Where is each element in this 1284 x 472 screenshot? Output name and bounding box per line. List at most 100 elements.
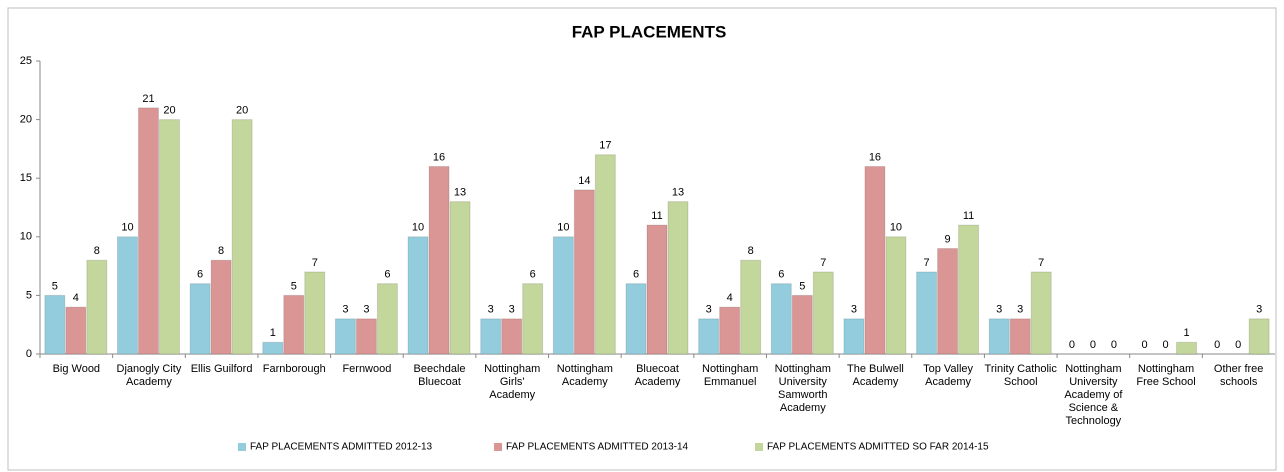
bar [1176,341,1198,355]
bar [334,318,356,355]
value-label: 7 [1038,257,1044,269]
value-label: 10 [890,222,902,234]
value-label: 13 [672,187,684,199]
value-label: 3 [1017,304,1023,316]
bar [1248,318,1270,355]
value-label: 8 [94,245,100,257]
bar [740,259,762,355]
value-label: 11 [651,210,662,222]
value-label: 10 [121,222,133,234]
value-label: 6 [778,269,784,281]
legend-label: FAP PLACEMENTS ADMITTED 2013-14 [506,442,689,453]
value-label: 3 [706,304,712,316]
value-label: 4 [727,292,733,304]
bar [812,271,834,355]
bar [116,236,138,355]
bar [864,165,886,355]
value-label: 0 [1214,339,1220,351]
value-label: 3 [488,304,494,316]
legend-swatch [755,443,763,451]
value-label: 6 [633,269,639,281]
bar [916,271,938,355]
value-label: 1 [1183,327,1189,339]
bar [189,283,211,355]
bar [480,318,502,355]
bar [1009,318,1031,355]
bar [698,318,720,355]
bar [449,201,471,355]
legend-swatch [238,443,246,451]
x-tick-label: Bluecoat Academy [634,363,681,388]
value-label: 7 [312,257,318,269]
bar [376,283,398,355]
value-label: 14 [578,175,590,187]
bar [1030,271,1052,355]
x-tick-label: Djanogly City Academy [116,363,182,388]
value-label: 3 [1256,304,1262,316]
value-label: 3 [851,304,857,316]
bar [44,294,66,355]
value-label: 20 [236,105,248,117]
x-tick-label: Other free schools [1213,363,1264,388]
value-label: 0 [1235,339,1241,351]
bar [573,189,595,355]
value-label: 6 [197,269,203,281]
y-tick-label: 25 [20,55,32,67]
y-tick-label: 5 [26,289,32,301]
value-label: 16 [869,151,881,163]
value-label: 0 [1162,339,1168,351]
bar [210,259,232,355]
value-label: 0 [1141,339,1147,351]
value-label: 0 [1069,339,1075,351]
value-label: 6 [384,269,390,281]
legend-label: FAP PLACEMENTS ADMITTED SO FAR 2014-15 [767,442,989,453]
bar [770,283,792,355]
chart-title: FAP PLACEMENTS [572,22,727,41]
bar [522,283,544,355]
value-label: 0 [1090,339,1096,351]
y-tick-label: 15 [20,172,32,184]
value-label: 9 [945,233,951,245]
value-label: 3 [342,304,348,316]
bar [355,318,377,355]
bar [86,259,108,355]
value-label: 5 [52,280,58,292]
bar [231,119,253,355]
bar [885,236,907,355]
bar [65,306,87,355]
x-tick-label: Ellis Guilford [190,363,253,375]
x-tick-label: Beechdale Bluecoat [413,363,466,388]
bar [552,236,574,355]
bar [428,165,450,355]
value-label: 6 [530,269,536,281]
value-label: 5 [799,280,805,292]
value-label: 0 [1111,339,1117,351]
legend-swatch [494,443,502,451]
value-label: 21 [142,93,154,105]
bar [791,294,813,355]
value-label: 7 [924,257,930,269]
bar [719,306,741,355]
bar [407,236,429,355]
x-tick-label: Big Wood [52,363,101,375]
value-label: 13 [454,187,466,199]
value-label: 17 [599,140,611,152]
bar [137,107,159,355]
bar [667,201,689,355]
bar [958,224,980,355]
value-label: 7 [820,257,826,269]
bar [501,318,523,355]
value-label: 10 [412,222,424,234]
x-tick-label: Nottingham University Academy of Science… [1064,363,1123,427]
value-label: 16 [433,151,445,163]
bar [304,271,326,355]
x-tick-label: Top Valley Academy [923,363,974,388]
bar [843,318,865,355]
value-label: 8 [748,245,754,257]
x-tick-label: Nottingham Girls' Academy [484,363,541,401]
value-label: 8 [218,245,224,257]
value-label: 10 [557,222,569,234]
x-tick-label: Nottingham University Samworth Academy [774,363,831,414]
